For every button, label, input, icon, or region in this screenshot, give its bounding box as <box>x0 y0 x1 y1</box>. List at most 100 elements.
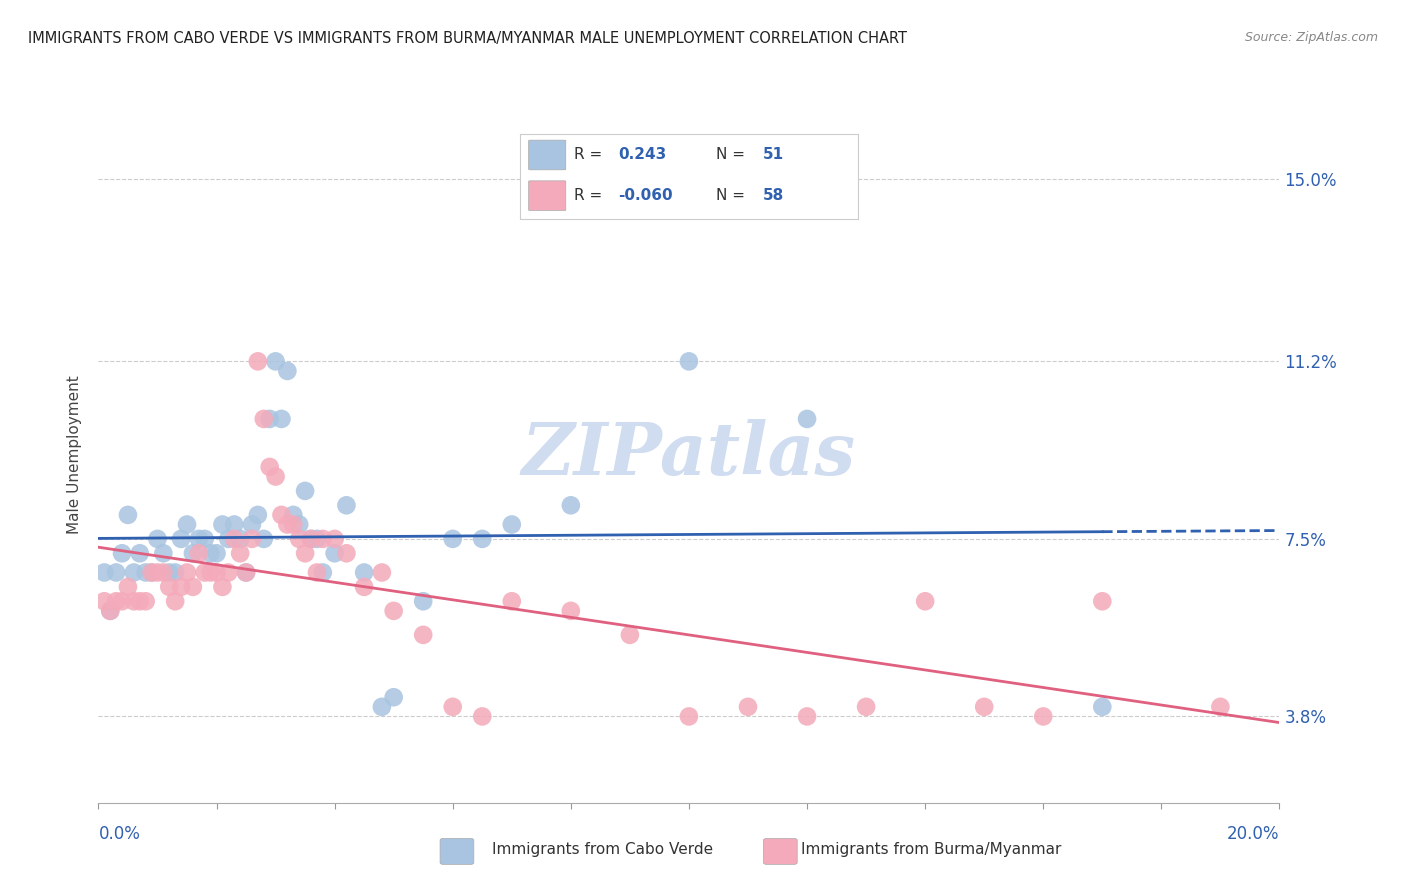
Point <box>276 364 298 378</box>
Point <box>165 594 187 608</box>
Point <box>194 532 217 546</box>
Point <box>246 354 269 368</box>
Point <box>211 580 233 594</box>
Point <box>305 566 328 580</box>
Text: Immigrants from Burma/Myanmar: Immigrants from Burma/Myanmar <box>801 842 1062 856</box>
Text: 58: 58 <box>763 188 785 203</box>
Point <box>973 699 995 714</box>
Point <box>93 566 115 580</box>
Point <box>170 532 193 546</box>
Point <box>288 532 311 546</box>
Point <box>105 566 128 580</box>
Point <box>412 628 434 642</box>
Point <box>1091 594 1114 608</box>
Point <box>200 546 222 560</box>
Text: ZIPatlas: ZIPatlas <box>522 419 856 491</box>
Point <box>152 566 174 580</box>
Point <box>353 580 375 594</box>
Point <box>1091 699 1114 714</box>
Point <box>471 532 494 546</box>
Point <box>294 546 316 560</box>
Point <box>135 566 157 580</box>
FancyBboxPatch shape <box>529 181 565 211</box>
Text: 51: 51 <box>763 147 785 162</box>
Point <box>441 532 464 546</box>
Point <box>501 594 523 608</box>
Point <box>98 604 121 618</box>
Point <box>128 594 150 608</box>
Point <box>270 412 292 426</box>
Point <box>796 412 818 426</box>
Point <box>224 517 246 532</box>
Y-axis label: Male Unemployment: Male Unemployment <box>67 376 83 534</box>
Point <box>224 532 246 546</box>
Point <box>111 594 134 608</box>
Point <box>560 498 582 512</box>
Point <box>217 566 239 580</box>
Text: 0.0%: 0.0% <box>98 825 141 843</box>
Point <box>117 580 139 594</box>
Point <box>305 532 328 546</box>
Point <box>93 594 115 608</box>
Point <box>1032 709 1054 723</box>
Point <box>240 517 263 532</box>
Point <box>796 709 818 723</box>
Point <box>312 532 335 546</box>
Point <box>382 690 405 705</box>
Point <box>128 546 150 560</box>
Point <box>111 546 134 560</box>
Point <box>276 517 298 532</box>
Point <box>240 532 263 546</box>
Text: Immigrants from Cabo Verde: Immigrants from Cabo Verde <box>492 842 713 856</box>
Point <box>229 546 252 560</box>
Point <box>283 517 305 532</box>
Point <box>157 580 180 594</box>
Text: 20.0%: 20.0% <box>1227 825 1279 843</box>
Point <box>176 517 198 532</box>
Point <box>678 354 700 368</box>
Point <box>288 517 311 532</box>
Point <box>323 532 346 546</box>
Point <box>117 508 139 522</box>
Point <box>259 412 281 426</box>
Text: R =: R = <box>574 188 602 203</box>
Point <box>211 517 233 532</box>
Point <box>299 532 322 546</box>
Point <box>187 546 209 560</box>
Point <box>1209 699 1232 714</box>
Point <box>299 532 322 546</box>
Text: N =: N = <box>716 147 745 162</box>
Point <box>141 566 163 580</box>
Point <box>294 483 316 498</box>
Point <box>157 566 180 580</box>
Point <box>264 354 287 368</box>
Point <box>855 699 877 714</box>
Point <box>335 498 357 512</box>
Point <box>122 566 145 580</box>
Point <box>914 594 936 608</box>
Point <box>135 594 157 608</box>
Point <box>181 546 204 560</box>
Point <box>371 699 394 714</box>
Point <box>678 709 700 723</box>
Point <box>146 532 169 546</box>
Point <box>323 546 346 560</box>
Point <box>312 566 335 580</box>
Point <box>737 699 759 714</box>
Point <box>235 566 257 580</box>
Point <box>270 508 292 522</box>
Point <box>335 546 357 560</box>
Point <box>152 546 174 560</box>
Point <box>246 508 269 522</box>
Text: -0.060: -0.060 <box>619 188 672 203</box>
Point <box>181 580 204 594</box>
Point <box>253 532 276 546</box>
Text: R =: R = <box>574 147 602 162</box>
Point <box>176 566 198 580</box>
Point <box>264 469 287 483</box>
Point <box>259 459 281 474</box>
Text: N =: N = <box>716 188 745 203</box>
Point <box>441 699 464 714</box>
Point <box>165 566 187 580</box>
Point <box>98 604 121 618</box>
